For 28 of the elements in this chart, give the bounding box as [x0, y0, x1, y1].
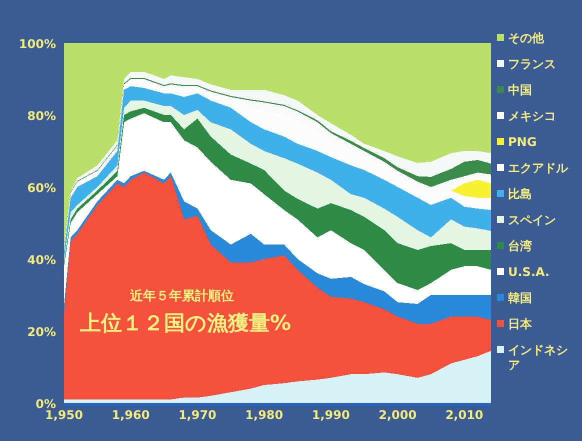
legend-label: 中国 [508, 83, 532, 97]
annotation: 上位１２国の漁獲量% [79, 311, 292, 335]
x-tick-label: 1,960 [112, 408, 150, 422]
legend-label: 日本 [508, 317, 533, 331]
legend-label: エクアドル [508, 161, 569, 175]
y-tick-label: 80% [27, 109, 56, 123]
legend-label: 韓国 [508, 291, 532, 305]
legend-label: フランス [508, 57, 556, 71]
legend-label: その他 [508, 31, 545, 45]
legend-label: PNG [508, 135, 537, 149]
legend-label: スペイン [508, 213, 556, 227]
y-tick-label: 60% [27, 181, 56, 195]
x-tick-label: 2,010 [445, 408, 484, 422]
y-tick-label: 100% [18, 37, 56, 51]
legend-label: U.S.A. [508, 265, 550, 279]
legend-label: インドネシア [508, 343, 568, 372]
x-tick-label: 1,950 [45, 408, 83, 422]
annotation: 近年５年累計順位 [129, 288, 234, 304]
y-tick-label: 40% [27, 253, 56, 267]
legend-label: 比島 [508, 187, 532, 201]
y-tick-label: 20% [27, 325, 56, 339]
x-tick-label: 1,990 [312, 408, 350, 422]
legend-label: 台湾 [508, 239, 532, 253]
x-tick-label: 2,000 [378, 408, 417, 422]
x-tick-label: 1,980 [245, 408, 284, 422]
y-tick-label: 0% [36, 397, 56, 411]
x-tick-label: 1,970 [178, 408, 216, 422]
legend-label: メキシコ [508, 109, 556, 123]
